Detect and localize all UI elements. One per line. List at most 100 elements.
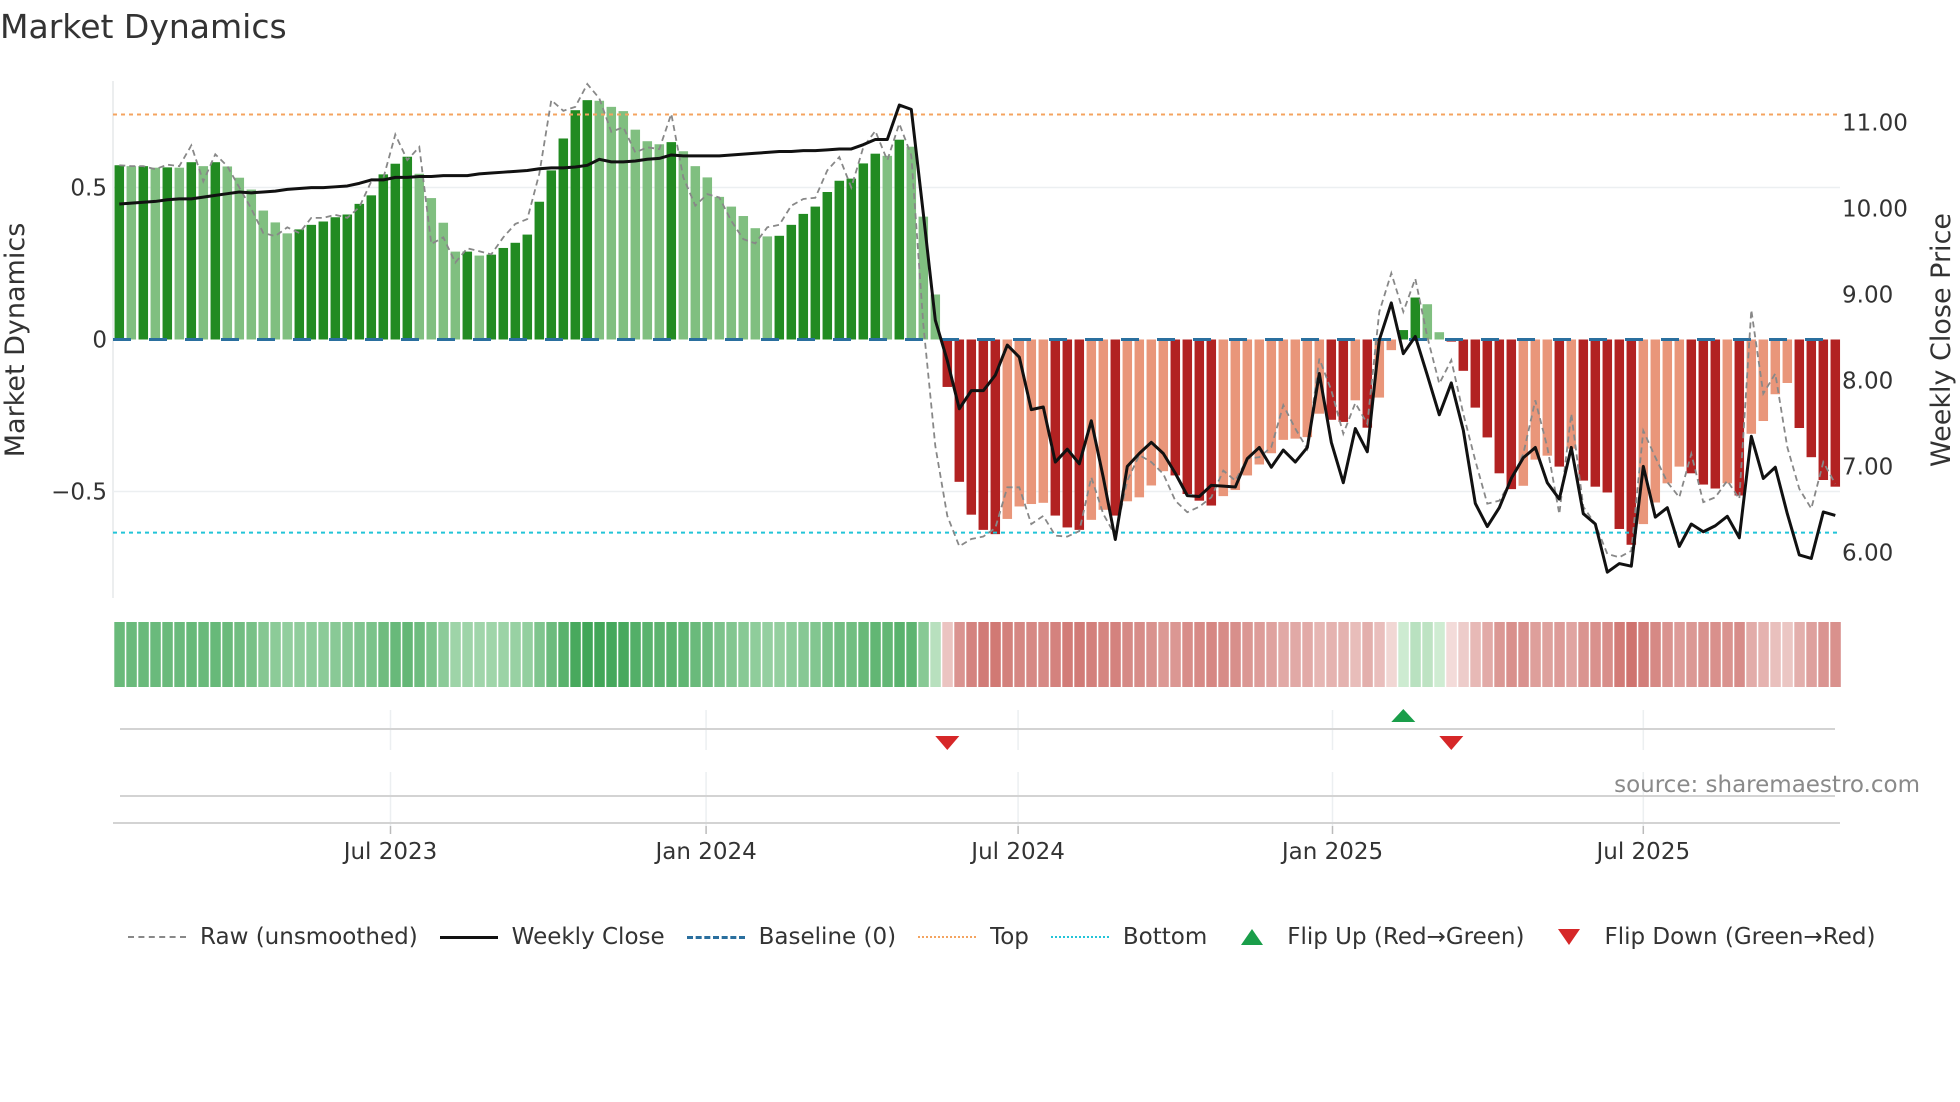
heat-cell bbox=[1530, 622, 1541, 687]
heat-cell bbox=[654, 622, 665, 687]
bar bbox=[726, 206, 737, 340]
y-tick-label-left: −0.5 bbox=[51, 480, 107, 506]
bar bbox=[1542, 339, 1553, 456]
heat-cell bbox=[1590, 622, 1601, 687]
heat-cell bbox=[1734, 622, 1745, 687]
bar bbox=[798, 213, 809, 340]
bar bbox=[882, 155, 893, 340]
bar bbox=[582, 100, 593, 340]
heat-cell bbox=[1398, 622, 1409, 687]
heat-cell bbox=[750, 622, 761, 687]
bar bbox=[1146, 339, 1157, 486]
heat-cell bbox=[1050, 622, 1061, 687]
bar bbox=[342, 214, 353, 340]
legend-swatch bbox=[686, 935, 745, 939]
heat-cell bbox=[1350, 622, 1361, 687]
heat-cell bbox=[1014, 622, 1025, 687]
y-tick-label-left: 0 bbox=[92, 328, 107, 354]
heat-cell bbox=[1758, 622, 1769, 687]
heat-cell bbox=[1818, 622, 1829, 687]
axes-layer: 0.5 0 −0.5 11.00 10.00 9.00 8.00 7.00 6.00 bbox=[51, 110, 1908, 566]
bar bbox=[606, 106, 617, 340]
bar bbox=[906, 146, 917, 340]
heat-cell bbox=[810, 622, 821, 687]
bar bbox=[750, 228, 761, 340]
legend-label: Flip Up (Red→Green) bbox=[1287, 924, 1525, 950]
heat-cell bbox=[1770, 622, 1781, 687]
bar bbox=[690, 166, 701, 340]
bar bbox=[1206, 339, 1217, 506]
bar bbox=[1794, 339, 1805, 428]
heat-cell bbox=[114, 622, 125, 687]
heat-cell bbox=[642, 622, 653, 687]
heat-cell bbox=[1782, 622, 1793, 687]
heat-cell bbox=[1038, 622, 1049, 687]
bar bbox=[774, 235, 785, 340]
bar bbox=[546, 170, 557, 340]
heat-cell bbox=[702, 622, 713, 687]
bar bbox=[918, 216, 929, 340]
heat-cell bbox=[222, 622, 233, 687]
x-tick-label: Jul 2024 bbox=[969, 839, 1065, 865]
heat-cell bbox=[918, 622, 929, 687]
bar bbox=[402, 156, 413, 340]
legend-label: Raw (unsmoothed) bbox=[200, 924, 418, 950]
heat-cell bbox=[510, 622, 521, 687]
bar bbox=[366, 195, 377, 340]
bar bbox=[1674, 339, 1685, 467]
bar bbox=[474, 255, 485, 340]
triangle-up-icon bbox=[1241, 929, 1264, 945]
heat-cell bbox=[342, 622, 353, 687]
heat-cell bbox=[198, 622, 209, 687]
bar bbox=[1266, 339, 1277, 454]
weekly-close-line bbox=[119, 103, 1836, 574]
y-axis-label-right: Weekly Close Price bbox=[1926, 213, 1957, 467]
heat-cell bbox=[1566, 622, 1577, 687]
heat-cell bbox=[258, 622, 269, 687]
heat-cell bbox=[1074, 622, 1085, 687]
bar bbox=[186, 162, 197, 340]
heat-cell bbox=[1362, 622, 1373, 687]
heat-cell bbox=[822, 622, 833, 687]
heat-cell bbox=[1422, 622, 1433, 687]
bar bbox=[594, 100, 605, 340]
heat-cell bbox=[870, 622, 881, 687]
heat-cell bbox=[1554, 622, 1565, 687]
bar bbox=[1806, 339, 1817, 458]
bar bbox=[1422, 304, 1433, 340]
heat-cell bbox=[762, 622, 773, 687]
heat-cell bbox=[1518, 622, 1529, 687]
heat-cell bbox=[1254, 622, 1265, 687]
heat-cell bbox=[462, 622, 473, 687]
heat-cell bbox=[1002, 622, 1013, 687]
heat-cell bbox=[1662, 622, 1673, 687]
bar bbox=[1374, 339, 1385, 398]
bar bbox=[1578, 339, 1589, 481]
heat-cell bbox=[858, 622, 869, 687]
bar bbox=[1338, 339, 1349, 422]
heat-cell bbox=[426, 622, 437, 687]
heat-cell bbox=[1830, 622, 1841, 687]
raw-line bbox=[119, 82, 1837, 559]
bar bbox=[1782, 339, 1793, 383]
bar bbox=[1410, 297, 1421, 340]
bar bbox=[1350, 339, 1361, 401]
heat-cell bbox=[1494, 622, 1505, 687]
heat-cell bbox=[1698, 622, 1709, 687]
bar bbox=[1746, 339, 1757, 434]
heat-cell bbox=[834, 622, 845, 687]
heat-cell bbox=[534, 622, 545, 687]
heat-cell bbox=[1386, 622, 1397, 687]
heat-cell bbox=[606, 622, 617, 687]
heat-cell bbox=[450, 622, 461, 687]
heat-cell bbox=[1218, 622, 1229, 687]
heat-cell bbox=[522, 622, 533, 687]
bar bbox=[846, 178, 857, 340]
bar bbox=[1326, 339, 1337, 420]
heat-cell bbox=[690, 622, 701, 687]
lines-layer bbox=[113, 82, 1840, 574]
bar bbox=[318, 221, 329, 340]
heat-cell bbox=[330, 622, 341, 687]
bar bbox=[978, 339, 989, 530]
heat-cell bbox=[1242, 622, 1253, 687]
